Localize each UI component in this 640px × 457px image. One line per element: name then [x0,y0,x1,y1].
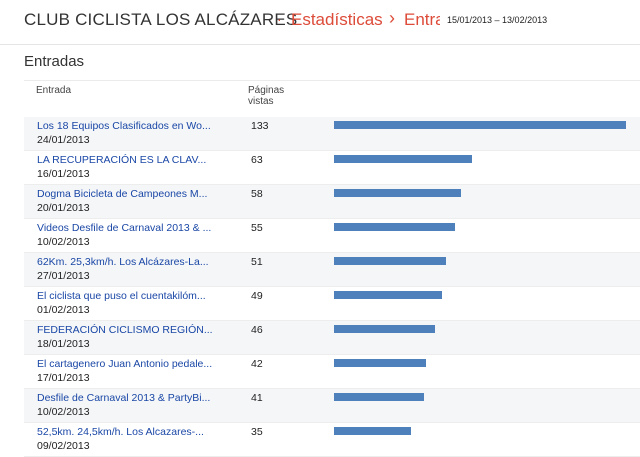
views-bar [334,189,462,197]
entry-views: 133 [251,120,269,132]
entry-date: 16/01/2013 [37,168,90,180]
views-bar-track [334,121,626,129]
table-row: El cartagenero Juan Antonio pedale... 17/… [24,355,640,389]
breadcrumb-separator: · [277,11,282,27]
views-bar-track [334,223,626,231]
table-row: Los 18 Equipos Clasificados en Wo... 24/0… [24,117,640,151]
views-bar [334,359,427,367]
entry-date: 17/01/2013 [37,372,90,384]
section-title: Entradas [24,53,85,70]
table-row: Dogma Bicicleta de Campeones M... 20/01/2… [24,185,640,219]
table-row: Videos Desfile de Carnaval 2013 & ... 10/… [24,219,640,253]
entry-title-link[interactable]: LA RECUPERACIÓN ES LA CLAV... [37,154,207,166]
views-bar [334,155,473,163]
table-row: LA RECUPERACIÓN ES LA CLAV... 16/01/2013 6… [24,151,640,185]
table-row: 62Km. 25,3km/h. Los Alcázares-La... 27/01… [24,253,640,287]
entry-views: 63 [251,154,263,166]
views-bar-track [334,325,626,333]
views-bar [334,257,446,265]
views-bar [334,223,455,231]
views-bar-track [334,427,626,435]
entry-views: 35 [251,426,263,438]
views-bar-track [334,291,626,299]
entry-date: 01/02/2013 [37,304,90,316]
header: CLUB CICLISTA LOS ALCÁZARES · Estadístic… [0,0,640,45]
entry-views: 49 [251,290,263,302]
views-bar-track [334,359,626,367]
entry-date: 24/01/2013 [37,134,90,146]
blog-title[interactable]: CLUB CICLISTA LOS ALCÁZARES [24,10,298,29]
views-bar [334,393,424,401]
views-bar [334,427,411,435]
entry-views: 42 [251,358,263,370]
views-bar-track [334,393,626,401]
entry-title-link[interactable]: El ciclista que puso el cuentakilóm... [37,290,206,302]
views-bar-track [334,257,626,265]
table-row: Desfile de Carnaval 2013 & PartyBi... 10/… [24,389,640,423]
entry-date: 09/02/2013 [37,440,90,452]
date-range[interactable]: 15/01/2013 – 13/02/2013 [447,15,548,25]
entry-date: 10/02/2013 [37,236,90,248]
entries-table: Los 18 Equipos Clasificados en Wo... 24/0… [24,117,640,457]
entry-views: 51 [251,256,263,268]
entry-title-link[interactable]: Desfile de Carnaval 2013 & PartyBi... [37,392,211,404]
views-bar [334,291,442,299]
breadcrumb-stats[interactable]: Estadísticas [291,10,383,29]
entry-title-link[interactable]: 62Km. 25,3km/h. Los Alcázares-La... [37,256,209,268]
entry-date: 20/01/2013 [37,202,90,214]
entry-title-link[interactable]: 52,5km. 24,5km/h. Los Alcazares-... [37,426,204,438]
entry-views: 58 [251,188,263,200]
views-bar [334,325,435,333]
breadcrumb-entries: Entra [404,10,440,29]
entry-views: 41 [251,392,263,404]
table-row: 52,5km. 24,5km/h. Los Alcazares-... 09/02… [24,423,640,457]
views-bar-track [334,155,626,163]
entry-views: 46 [251,324,263,336]
table-row: El ciclista que puso el cuentakilóm... 01… [24,287,640,321]
table-header: Entrada Páginas vistas [24,80,640,118]
entry-title-link[interactable]: Los 18 Equipos Clasificados en Wo... [37,120,211,132]
entry-title-link[interactable]: Videos Desfile de Carnaval 2013 & ... [37,222,212,234]
entry-date: 10/02/2013 [37,406,90,418]
entry-date: 27/01/2013 [37,270,90,282]
column-header-entry: Entrada [36,85,72,96]
entry-date: 18/01/2013 [37,338,90,350]
entry-title-link[interactable]: Dogma Bicicleta de Campeones M... [37,188,208,200]
breadcrumb-chevron-icon: › [389,8,395,28]
entry-views: 55 [251,222,263,234]
views-bar [334,121,626,129]
entry-title-link[interactable]: El cartagenero Juan Antonio pedale... [37,358,213,370]
column-header-views: Páginas vistas [248,85,285,107]
table-row: FEDERACIÓN CICLISMO REGIÓN... 18/01/2013 4… [24,321,640,355]
entry-title-link[interactable]: FEDERACIÓN CICLISMO REGIÓN... [37,324,213,336]
views-bar-track [334,189,626,197]
